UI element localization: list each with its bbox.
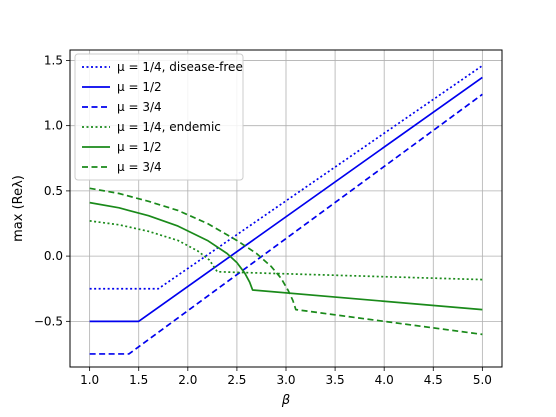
y-tick-label: 1.0 xyxy=(44,119,63,133)
legend-label: μ = 3/4 xyxy=(117,160,162,174)
legend-label: μ = 1/2 xyxy=(117,80,162,94)
legend-label: μ = 1/4, disease-free xyxy=(117,60,243,74)
axis-ticks: 1.0 1.5 2.0 2.5 3.0 3.5 4.0 4.5 5.0 −0.5 0.0 0.5 1.0… xyxy=(34,53,492,387)
series-line-1 xyxy=(89,64,483,290)
legend-label: μ = 1/4, endemic xyxy=(117,120,221,134)
y-tick-label: −0.5 xyxy=(34,314,63,328)
legend-label: μ = 3/4 xyxy=(117,100,162,114)
y-tick-label: 0.5 xyxy=(44,184,63,198)
x-tick-label: 5.0 xyxy=(473,373,492,387)
y-axis-label: max (Reλ) xyxy=(11,175,26,242)
x-tick-label: 4.0 xyxy=(375,373,394,387)
y-tick-label: 0.0 xyxy=(44,249,63,263)
y-tick-label: 1.5 xyxy=(44,53,63,67)
x-tick-label: 1.0 xyxy=(80,373,99,387)
legend: μ = 1/4, disease-free μ = 1/2 μ = 3/4 μ = 1… xyxy=(74,53,244,181)
x-tick-label: 3.5 xyxy=(326,373,345,387)
series-line-4 xyxy=(89,220,483,281)
x-tick-label: 4.5 xyxy=(424,373,443,387)
x-axis-label: β xyxy=(281,393,290,408)
legend-box xyxy=(74,53,244,181)
series-line-6 xyxy=(89,187,483,336)
x-tick-label: 3.0 xyxy=(276,373,295,387)
series-line-2 xyxy=(89,76,483,323)
x-tick-label: 2.5 xyxy=(227,373,246,387)
series-line-3 xyxy=(89,93,483,355)
series-layer xyxy=(89,64,483,355)
x-tick-label: 1.5 xyxy=(129,373,148,387)
series-line-5 xyxy=(89,201,483,311)
legend-label: μ = 1/2 xyxy=(117,140,162,154)
x-tick-label: 2.0 xyxy=(178,373,197,387)
